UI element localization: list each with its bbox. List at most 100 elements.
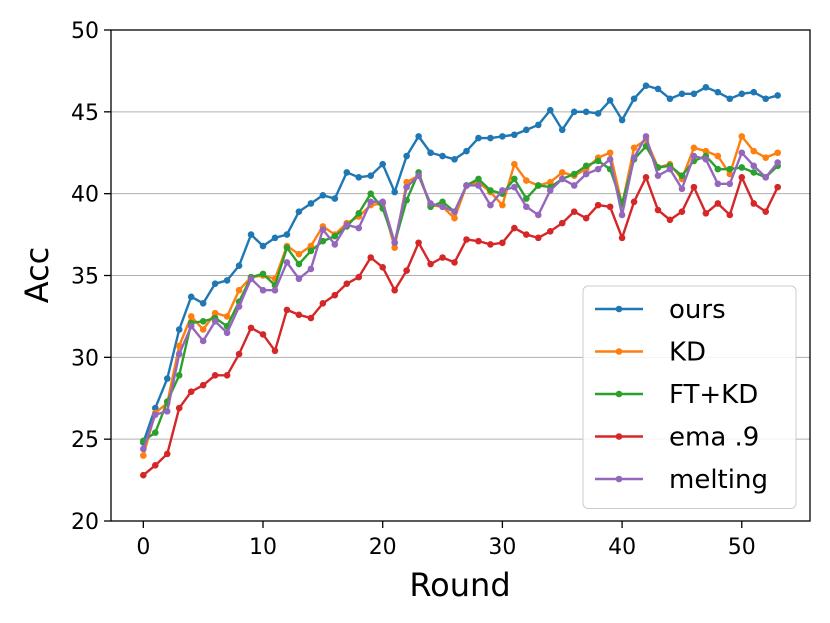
data-point bbox=[175, 350, 183, 358]
x-tick-label: 50 bbox=[728, 535, 756, 560]
data-point bbox=[714, 88, 722, 96]
data-point bbox=[726, 170, 734, 178]
data-point bbox=[762, 154, 770, 161]
data-point bbox=[403, 152, 410, 160]
data-point bbox=[487, 134, 494, 142]
data-point bbox=[594, 110, 602, 117]
data-point bbox=[523, 203, 530, 211]
data-point bbox=[534, 182, 542, 189]
legend-marker bbox=[615, 305, 623, 313]
data-point bbox=[570, 170, 578, 178]
data-point bbox=[546, 106, 554, 114]
data-point bbox=[331, 232, 339, 240]
data-point bbox=[582, 108, 590, 116]
data-point bbox=[750, 88, 758, 96]
data-point bbox=[511, 183, 518, 191]
data-point bbox=[163, 408, 171, 415]
data-point bbox=[391, 239, 398, 247]
data-point bbox=[475, 134, 482, 142]
data-point bbox=[319, 237, 327, 245]
x-tick-label: 20 bbox=[369, 535, 397, 560]
series-lines bbox=[140, 82, 781, 479]
data-point bbox=[463, 147, 470, 155]
data-point bbox=[534, 234, 542, 242]
data-point bbox=[307, 242, 315, 250]
data-point bbox=[451, 155, 458, 163]
data-point bbox=[223, 329, 231, 337]
y-tick-label: 40 bbox=[71, 183, 99, 208]
data-point bbox=[762, 174, 770, 181]
data-point bbox=[678, 208, 686, 215]
data-point bbox=[499, 201, 506, 209]
data-point bbox=[487, 201, 494, 209]
x-tick-label: 40 bbox=[608, 535, 636, 560]
data-point bbox=[738, 149, 746, 157]
data-point bbox=[247, 324, 255, 332]
data-point bbox=[594, 157, 602, 165]
data-point bbox=[738, 174, 746, 181]
data-point bbox=[295, 208, 303, 215]
data-point bbox=[654, 172, 662, 179]
data-point bbox=[259, 286, 267, 294]
legend: ours KD FT+KD ema .9 melting bbox=[582, 285, 797, 509]
data-point bbox=[511, 224, 518, 232]
data-point bbox=[403, 267, 410, 274]
data-point bbox=[750, 200, 758, 207]
data-point bbox=[714, 165, 722, 173]
data-point bbox=[726, 95, 734, 103]
data-point bbox=[511, 175, 518, 183]
data-point bbox=[199, 381, 207, 389]
data-point bbox=[738, 90, 746, 98]
data-point bbox=[642, 82, 650, 89]
data-point bbox=[726, 211, 734, 219]
data-point bbox=[355, 210, 363, 217]
data-point bbox=[690, 90, 698, 98]
data-point bbox=[163, 450, 171, 458]
data-point bbox=[558, 126, 566, 134]
data-point bbox=[582, 214, 590, 222]
data-point bbox=[606, 155, 614, 163]
series-melting bbox=[140, 133, 781, 453]
legend-marker bbox=[615, 348, 623, 355]
data-point bbox=[439, 203, 446, 211]
data-point bbox=[235, 286, 243, 294]
data-point bbox=[439, 198, 446, 206]
legend-label: KD bbox=[669, 338, 706, 368]
data-point bbox=[523, 126, 530, 134]
data-point bbox=[223, 313, 231, 320]
data-point bbox=[283, 231, 291, 238]
data-point bbox=[546, 187, 554, 194]
data-point bbox=[391, 188, 398, 196]
data-point bbox=[355, 273, 363, 281]
data-point bbox=[570, 108, 578, 116]
data-point bbox=[331, 241, 339, 248]
series-ours bbox=[140, 82, 781, 446]
data-point bbox=[427, 260, 434, 268]
data-point bbox=[702, 155, 710, 163]
data-point bbox=[762, 208, 770, 215]
data-point bbox=[259, 331, 267, 338]
data-point bbox=[271, 286, 279, 294]
data-point bbox=[511, 131, 518, 139]
x-tick-label: 0 bbox=[136, 535, 150, 560]
data-point bbox=[666, 165, 674, 173]
data-point bbox=[582, 170, 590, 178]
data-point bbox=[618, 211, 626, 219]
data-point bbox=[367, 198, 375, 206]
legend-label: melting bbox=[669, 465, 768, 495]
legend-label: ours bbox=[669, 295, 726, 325]
data-point bbox=[774, 183, 781, 191]
data-point bbox=[463, 182, 470, 189]
data-point bbox=[151, 462, 159, 469]
data-point bbox=[211, 280, 219, 287]
data-point bbox=[511, 160, 518, 168]
data-point bbox=[750, 147, 758, 155]
legend-item: FT+KD bbox=[595, 380, 758, 410]
data-point bbox=[247, 231, 255, 238]
data-point bbox=[774, 149, 781, 157]
legend-marker bbox=[615, 390, 623, 398]
data-point bbox=[175, 372, 183, 379]
data-point bbox=[666, 95, 674, 103]
data-point bbox=[558, 175, 566, 183]
y-axis-label: Acc bbox=[18, 247, 56, 304]
